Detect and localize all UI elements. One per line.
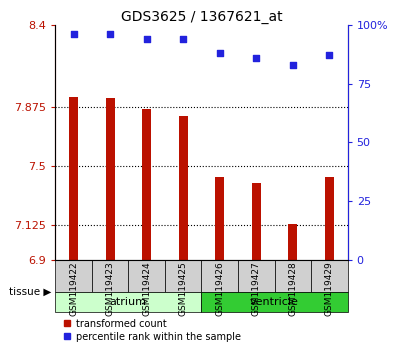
Text: GSM119426: GSM119426 bbox=[215, 261, 224, 316]
Bar bbox=[105, 98, 115, 260]
Text: GSM119422: GSM119422 bbox=[69, 261, 78, 315]
Point bbox=[107, 32, 113, 37]
Text: GSM119427: GSM119427 bbox=[252, 261, 261, 316]
Bar bbox=[201, 260, 238, 292]
Title: GDS3625 / 1367621_at: GDS3625 / 1367621_at bbox=[120, 10, 282, 24]
Point bbox=[143, 36, 150, 42]
Text: GSM119425: GSM119425 bbox=[179, 261, 188, 316]
Point bbox=[180, 36, 186, 42]
Bar bbox=[311, 260, 348, 292]
Bar bbox=[325, 177, 334, 260]
Bar bbox=[288, 224, 297, 260]
Text: GSM119424: GSM119424 bbox=[142, 261, 151, 315]
Text: GSM119429: GSM119429 bbox=[325, 261, 334, 316]
Text: GSM119428: GSM119428 bbox=[288, 261, 297, 316]
Bar bbox=[238, 260, 275, 292]
Bar bbox=[69, 97, 78, 260]
Point bbox=[70, 32, 77, 37]
Bar bbox=[128, 260, 165, 292]
Text: tissue ▶: tissue ▶ bbox=[9, 287, 51, 297]
Bar bbox=[179, 116, 188, 260]
Text: GSM119423: GSM119423 bbox=[105, 261, 115, 316]
Bar bbox=[55, 292, 201, 312]
Text: ventricle: ventricle bbox=[250, 297, 299, 307]
Bar bbox=[55, 260, 92, 292]
Bar bbox=[252, 183, 261, 260]
Bar bbox=[201, 292, 348, 312]
Bar bbox=[215, 177, 224, 260]
Point bbox=[290, 62, 296, 68]
Bar bbox=[275, 260, 311, 292]
Bar bbox=[142, 109, 151, 260]
Text: atrium: atrium bbox=[110, 297, 147, 307]
Bar bbox=[92, 260, 128, 292]
Legend: transformed count, percentile rank within the sample: transformed count, percentile rank withi… bbox=[60, 315, 245, 346]
Point bbox=[326, 52, 333, 58]
Bar bbox=[165, 260, 201, 292]
Point bbox=[216, 50, 223, 56]
Point bbox=[253, 55, 260, 61]
